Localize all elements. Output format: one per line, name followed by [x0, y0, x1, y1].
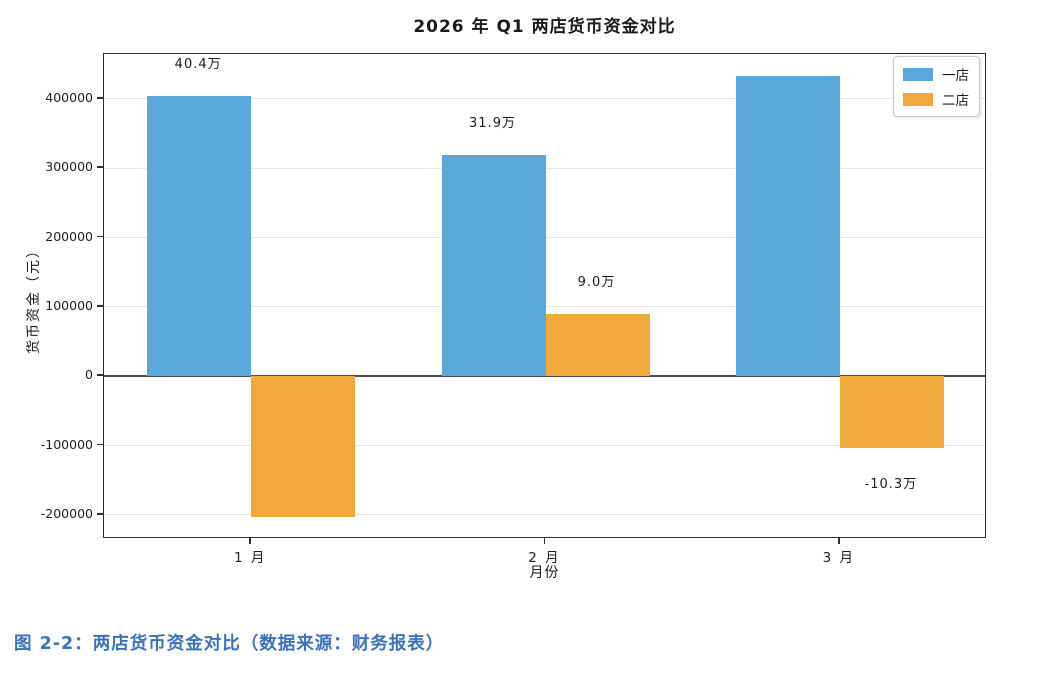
plot-area — [103, 53, 986, 538]
legend-swatch-icon — [903, 92, 933, 106]
gridline — [104, 445, 985, 447]
legend-swatch-icon — [903, 67, 933, 81]
bar-value-label: 31.9万 — [469, 116, 516, 132]
y-tick-mark — [97, 443, 103, 446]
legend-item: 一店 — [903, 64, 969, 84]
y-tick-mark — [97, 166, 103, 169]
legend-item: 二店 — [903, 89, 969, 109]
legend-label: 一店 — [942, 68, 969, 84]
y-tick-label: 0 — [85, 367, 93, 383]
x-tick-label: 3 月 — [822, 550, 856, 566]
bar-value-label: 40.4万 — [174, 57, 222, 73]
figure-caption: 图 2-2：两店货币资金对比（数据来源：财务报表） — [14, 634, 445, 654]
y-tick-label: 200000 — [45, 228, 93, 244]
y-tick-label: 400000 — [45, 89, 93, 105]
y-tick-label: 100000 — [45, 297, 93, 313]
chart-title: 2026 年 Q1 两店货币资金对比 — [413, 17, 676, 37]
bar-value-label: -10.3万 — [864, 476, 918, 492]
x-tick-label: 1 月 — [233, 550, 267, 566]
x-tick-mark — [249, 538, 251, 544]
x-tick-label: 2 月 — [528, 550, 561, 566]
bar-chart-figure: 2026 年 Q1 两店货币资金对比 货币资金（元） 月份 一店 二店 40000… — [26, 17, 986, 581]
y-tick-mark — [97, 97, 103, 99]
bar-value-label: 9.0万 — [577, 274, 616, 290]
y-tick-mark — [97, 513, 103, 515]
y-tick-mark — [97, 305, 103, 307]
y-tick-label: -100000 — [40, 436, 93, 452]
bar-一店-3 月 — [735, 76, 840, 377]
legend-label: 二店 — [942, 93, 969, 109]
y-tick-label: 300000 — [45, 159, 93, 175]
bar-二店-2 月 — [545, 313, 650, 377]
y-tick-label: -200000 — [40, 505, 93, 521]
zero-line — [104, 375, 985, 378]
bar-二店-3 月 — [839, 376, 944, 448]
bar-二店-1 月 — [251, 376, 356, 517]
x-tick-mark — [543, 538, 546, 544]
y-tick-mark — [97, 374, 103, 377]
legend: 一店 二店 — [893, 56, 980, 117]
gridline — [104, 514, 985, 516]
bar-一店-2 月 — [441, 155, 546, 377]
x-tick-mark — [838, 538, 840, 544]
y-tick-mark — [97, 235, 103, 238]
x-axis-label: 月份 — [529, 565, 560, 581]
gridline — [104, 98, 985, 100]
bar-一店-1 月 — [147, 96, 252, 377]
